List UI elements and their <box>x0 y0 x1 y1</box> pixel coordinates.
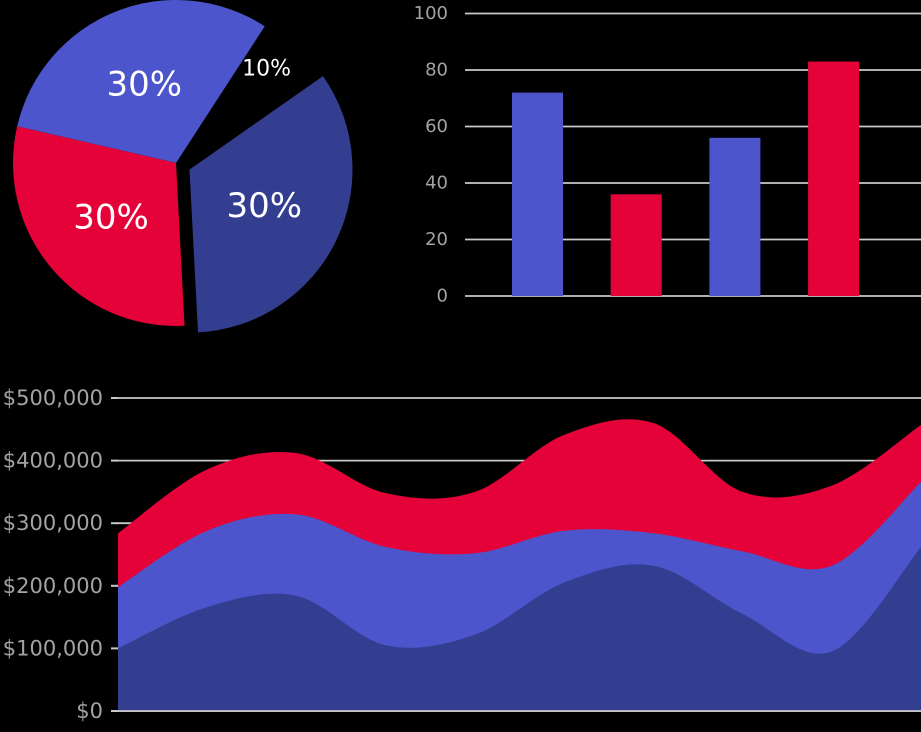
bar-y-axis-label: 20 <box>425 229 448 250</box>
pie-slice-label: 30% <box>227 186 303 226</box>
area-y-axis-label: $400,000 <box>3 449 103 473</box>
bar <box>808 61 860 297</box>
area-y-axis-label: $300,000 <box>3 511 103 535</box>
pie-chart: 30% 10% 30% 30% <box>12 0 353 333</box>
bar-y-axis-label: 40 <box>425 173 448 194</box>
bar <box>709 137 761 296</box>
area-y-axis-label: $100,000 <box>3 636 103 660</box>
pie-slice-label: 30% <box>73 197 149 237</box>
pie-slice <box>12 126 185 326</box>
area-y-axis-label: $0 <box>76 699 103 723</box>
bar-y-axis-label: 0 <box>437 286 448 307</box>
bar-y-axis-label: 60 <box>425 116 448 137</box>
pie-slice <box>189 76 353 333</box>
area-chart: $0 $100,000 $200,000 $300,000 $400,000 $500,0… <box>3 386 921 723</box>
bar-y-axis-label: 100 <box>414 3 448 24</box>
area-y-axis-label: $200,000 <box>3 574 103 598</box>
bar-y-axis-label: 80 <box>425 60 448 81</box>
area-y-axis-label: $500,000 <box>3 386 103 410</box>
bar <box>610 194 662 296</box>
bar-chart: 0 20 40 60 80 100 <box>414 3 921 307</box>
pie-slice <box>17 0 265 163</box>
area-layer <box>118 546 921 711</box>
bar <box>512 92 563 296</box>
pie-slice-label: 10% <box>242 57 291 82</box>
pie-slice-label: 30% <box>106 64 182 104</box>
